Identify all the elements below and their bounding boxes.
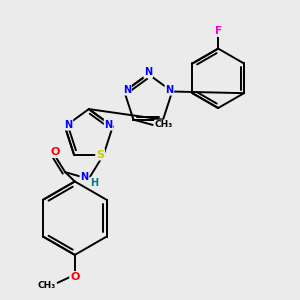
Text: H: H [90, 178, 98, 188]
Text: CH₃: CH₃ [38, 281, 56, 290]
Text: N: N [144, 68, 152, 77]
Text: N: N [80, 172, 88, 182]
Text: O: O [70, 272, 80, 282]
Text: N: N [123, 85, 131, 95]
Text: O: O [51, 147, 60, 157]
Text: N: N [165, 85, 173, 95]
Text: CH₃: CH₃ [155, 120, 173, 129]
Text: N: N [64, 120, 72, 130]
Text: F: F [214, 26, 222, 36]
Text: S: S [96, 150, 104, 160]
Text: N: N [104, 120, 112, 130]
